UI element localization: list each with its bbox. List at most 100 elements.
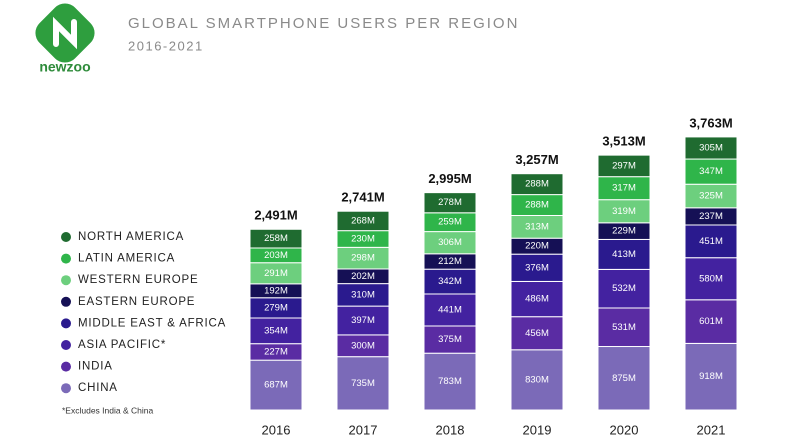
segment-label: 918M xyxy=(699,371,723,382)
bar-segment xyxy=(510,173,564,196)
legend-label: LATIN AMERICA xyxy=(78,253,175,265)
segment-label: 288M xyxy=(525,179,549,190)
legend-label: WESTERN EUROPE xyxy=(78,274,198,286)
total-label: 3,257M xyxy=(515,152,558,167)
segment-label: 601M xyxy=(699,316,723,327)
chart-subtitle: 2016-2021 xyxy=(128,38,204,53)
total-label: 2,741M xyxy=(341,190,384,205)
segment-label: 342M xyxy=(438,276,462,287)
bar-segment xyxy=(597,307,651,348)
segment-label: 298M xyxy=(351,253,375,264)
segment-label: 783M xyxy=(438,376,462,387)
segment-label: 220M xyxy=(525,241,549,252)
legend-label: NORTH AMERICA xyxy=(78,231,184,243)
bar-segment xyxy=(336,210,390,232)
bar-segment xyxy=(336,305,390,336)
segment-label: 305M xyxy=(699,143,723,154)
segment-label: 192M xyxy=(264,285,288,296)
segment-label: 735M xyxy=(351,378,375,389)
legend-swatch xyxy=(61,361,71,372)
bar-segment xyxy=(423,192,477,214)
segment-label: 259M xyxy=(438,217,462,228)
x-tick-label: 2017 xyxy=(349,422,378,437)
x-tick-label: 2018 xyxy=(436,422,465,437)
segment-label: 300M xyxy=(351,340,375,351)
segment-label: 875M xyxy=(612,373,636,384)
legend-swatch xyxy=(61,340,71,350)
segment-label: 397M xyxy=(351,315,375,326)
x-tick-label: 2016 xyxy=(262,422,291,437)
legend-swatch xyxy=(61,383,71,394)
bar-segment xyxy=(336,356,390,411)
segment-label: 297M xyxy=(612,160,636,171)
bar-segment xyxy=(597,346,651,411)
segment-label: 279M xyxy=(264,302,288,313)
x-tick-label: 2020 xyxy=(610,422,639,437)
segment-label: 310M xyxy=(351,289,375,300)
legend-label: EASTERN EUROPE xyxy=(78,296,195,308)
footnote: *Excludes India & China xyxy=(62,405,153,415)
segment-label: 687M xyxy=(264,380,288,391)
legend-label: MIDDLE EAST & AFRICA xyxy=(78,317,226,329)
segment-label: 203M xyxy=(264,250,288,261)
segment-label: 237M xyxy=(699,211,723,222)
bar-segment xyxy=(510,280,564,318)
bar-segment xyxy=(684,299,738,344)
segment-label: 354M xyxy=(264,325,288,336)
segment-label: 375M xyxy=(438,334,462,345)
segment-label: 319M xyxy=(612,206,636,217)
segment-label: 531M xyxy=(612,322,636,333)
segment-label: 830M xyxy=(525,374,549,385)
bar-segment xyxy=(249,359,303,411)
bar-segment xyxy=(423,268,477,295)
segment-label: 347M xyxy=(699,166,723,177)
segment-label: 413M xyxy=(612,249,636,260)
segment-label: 451M xyxy=(699,236,723,247)
legend-label: CHINA xyxy=(78,382,118,394)
segment-label: 313M xyxy=(525,221,549,232)
legend-label: ASIA PACIFIC* xyxy=(78,339,166,351)
bar-segment xyxy=(597,268,651,309)
legend-swatch xyxy=(61,232,71,242)
legend-swatch xyxy=(61,318,71,329)
bar-segment xyxy=(423,293,477,327)
legend-swatch xyxy=(61,296,71,307)
total-label: 2,491M xyxy=(254,208,297,223)
segment-label: 258M xyxy=(264,233,288,244)
segment-label: 441M xyxy=(438,305,462,316)
total-label: 3,513M xyxy=(602,134,645,149)
total-label: 2,995M xyxy=(428,171,471,186)
legend-swatch xyxy=(61,275,71,286)
total-label: 3,763M xyxy=(689,115,732,130)
bar-segment xyxy=(510,349,564,411)
segment-label: 325M xyxy=(699,191,723,202)
legend-label: INDIA xyxy=(78,361,113,373)
logo: newzoo xyxy=(35,3,95,75)
segment-label: 202M xyxy=(351,271,375,282)
x-tick-label: 2019 xyxy=(523,422,552,437)
legend-swatch xyxy=(61,253,71,264)
segment-label: 268M xyxy=(351,215,375,226)
bar-segment xyxy=(249,228,303,249)
bar-segment xyxy=(684,136,738,160)
bar-segment xyxy=(684,158,738,185)
segment-label: 212M xyxy=(438,256,462,267)
segment-label: 306M xyxy=(438,237,462,248)
bar-segment xyxy=(423,352,477,411)
segment-label: 580M xyxy=(699,273,723,284)
segment-label: 291M xyxy=(264,268,288,279)
chart-title: GLOBAL SMARTPHONE USERS PER REGION xyxy=(128,15,519,32)
segment-label: 486M xyxy=(525,294,549,305)
segment-label: 229M xyxy=(612,226,636,237)
segment-label: 376M xyxy=(525,262,549,273)
segment-label: 230M xyxy=(351,234,375,245)
segment-label: 317M xyxy=(612,183,636,194)
segment-label: 227M xyxy=(264,346,288,357)
x-tick-label: 2021 xyxy=(697,422,726,437)
segment-label: 288M xyxy=(525,200,549,211)
bar-segment xyxy=(597,154,651,178)
logo-text: newzoo xyxy=(39,59,90,75)
segment-label: 532M xyxy=(612,283,636,294)
